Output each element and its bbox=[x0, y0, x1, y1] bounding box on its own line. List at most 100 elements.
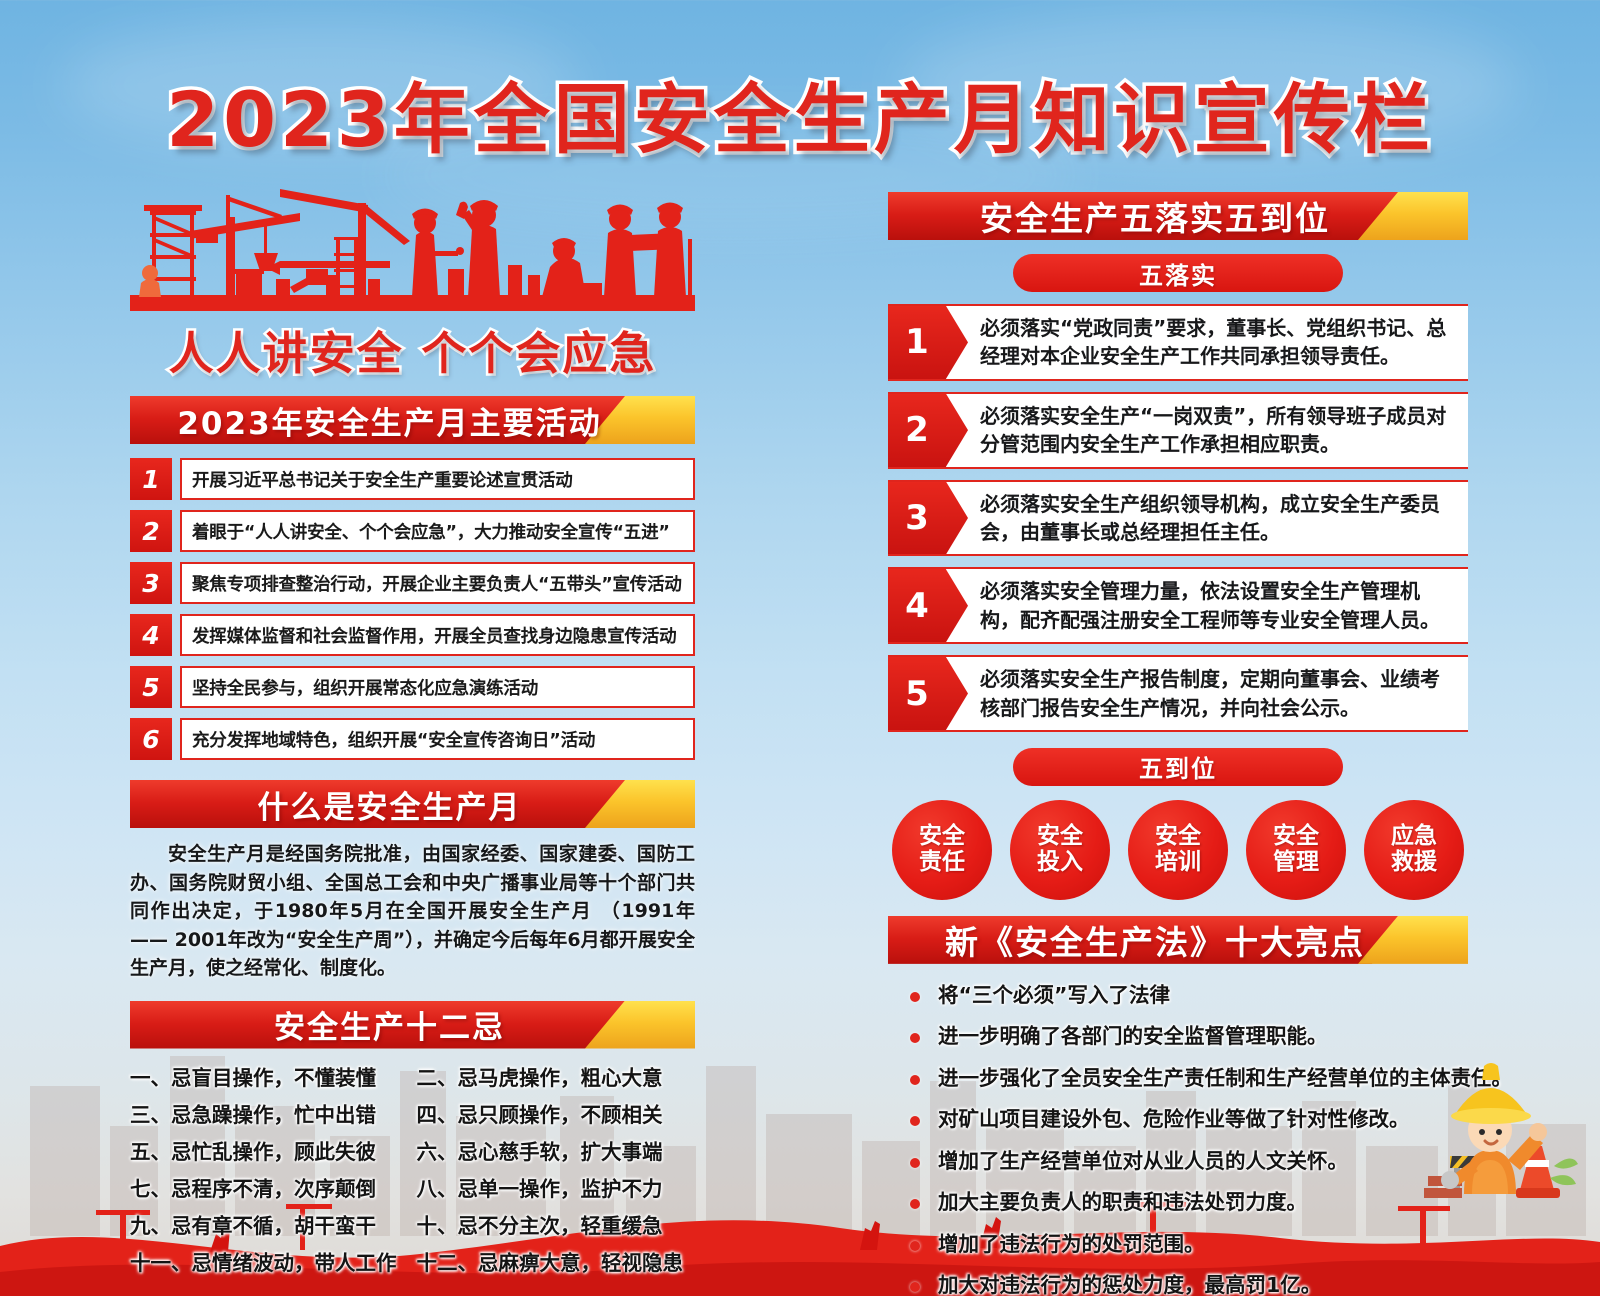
ribbon-body bbox=[130, 1001, 633, 1049]
circle-line-1: 安全 bbox=[1155, 823, 1201, 850]
five-inplace-circles: 安全 责任 安全 投入 安全 培训 安全 管理 应急 救援 bbox=[888, 799, 1468, 900]
circle-line-2: 救援 bbox=[1391, 848, 1437, 875]
item-text: 增加了生产经营单位对从业人员的人文关怀。 bbox=[938, 1148, 1348, 1173]
item-text: 必须落实安全生产报告制度，定期向董事会、业绩考核部门报告安全生产情况，并向社会公… bbox=[980, 667, 1440, 720]
bullet-dot-icon bbox=[910, 1074, 920, 1085]
circle-line-2: 管理 bbox=[1273, 848, 1319, 875]
circle-line-1: 安全 bbox=[919, 823, 965, 850]
subsection-pill-five-implement: 五落实 bbox=[1013, 254, 1343, 292]
list-item[interactable]: 5 必须落实安全生产报告制度，定期向董事会、业绩考核部门报告安全生产情况，并向社… bbox=[888, 655, 1468, 732]
item-number: 1 bbox=[888, 306, 946, 379]
item-text: 必须落实安全管理力量，依法设置安全生产管理机构，配齐配强注册安全工程师等专业安全… bbox=[980, 579, 1440, 632]
list-item: 二、忌马虎操作，粗心大意 bbox=[416, 1065, 663, 1090]
circle-badge[interactable]: 安全 管理 bbox=[1246, 799, 1346, 900]
item-text: 着眼于“人人讲安全、个个会应急”，大力推动安全宣传“五进” bbox=[180, 510, 695, 552]
item-number: 6 bbox=[130, 718, 172, 760]
bullet-dot-icon bbox=[910, 1240, 920, 1251]
list-item[interactable]: 1 开展习近平总书记关于安全生产重要论述宣贯活动 bbox=[130, 458, 695, 500]
section-header-taboos: 安全生产十二忌 bbox=[130, 1000, 695, 1049]
list-item: 加大对违法行为的惩处力度，最高罚1亿。 bbox=[910, 1268, 1468, 1296]
bullet-dot-icon bbox=[910, 1282, 920, 1293]
list-item[interactable]: 2 必须落实安全生产“一岗双责”，所有领导班子成员对分管范围内安全生产工作承担相… bbox=[888, 391, 1468, 469]
worker-mascot-icon bbox=[1424, 1063, 1578, 1198]
item-text: 对矿山项目建设外包、危险作业等做了针对性修改。 bbox=[938, 1107, 1410, 1132]
circle-badge[interactable]: 安全 培训 bbox=[1128, 799, 1228, 900]
circle-line-1: 安全 bbox=[1273, 823, 1319, 850]
list-item: 四、忌只顾操作，不顾相关 bbox=[416, 1102, 663, 1127]
list-item: 九、忌有章不循，胡干蛮干 bbox=[130, 1213, 376, 1238]
section-header-five-and-five-label: 安全生产五落实五到位 bbox=[980, 199, 1330, 238]
section-header-taboos-label: 安全生产十二忌 bbox=[274, 1010, 505, 1046]
list-item[interactable]: 4 发挥媒体监督和社会监督作用，开展全员查找身边隐患宣传活动 bbox=[130, 614, 695, 656]
list-item: 七、忌程序不清，次序颠倒 bbox=[130, 1176, 376, 1201]
section-header-highlights: 新《安全生产法》十大亮点 bbox=[888, 915, 1468, 964]
item-text: 必须落实“党政同责”要求，董事长、党组织书记、总经理对本企业安全生产工作共同承担… bbox=[980, 316, 1447, 369]
item-text: 聚焦专项排查整治行动，开展企业主要负责人“五带头”宣传活动 bbox=[180, 562, 695, 604]
section-header-activities: 2023年安全生产月主要活动 bbox=[130, 396, 695, 444]
list-item: 八、忌单一操作，监护不力 bbox=[416, 1176, 663, 1201]
background-cloud-1 bbox=[60, 20, 580, 150]
item-text: 进一步明确了各部门的安全监督管理职能。 bbox=[938, 1024, 1328, 1049]
circle-badge[interactable]: 应急 救援 bbox=[1364, 799, 1464, 900]
ribbon-body bbox=[888, 916, 1406, 964]
taboos-grid: 一、忌盲目操作，不懂装懂 二、忌马虎操作，粗心大意 三、忌急躁操作，忙中出错 四… bbox=[130, 1061, 695, 1276]
bullet-dot-icon bbox=[910, 1199, 920, 1210]
list-item: 十、忌不分主次，轻重缓急 bbox=[416, 1213, 663, 1238]
list-item[interactable]: 3 必须落实安全生产组织领导机构，成立安全生产委员会，由董事长或总经理担任主任。 bbox=[888, 479, 1468, 557]
item-text: 充分发挥地域特色，组织开展“安全宣传咨询日”活动 bbox=[180, 718, 695, 760]
five-implement-list: 1 必须落实“党政同责”要求，董事长、党组织书记、总经理对本企业安全生产工作共同… bbox=[888, 304, 1468, 732]
item-number: 5 bbox=[130, 666, 172, 708]
construction-silhouette-icon bbox=[130, 189, 695, 311]
item-text: 将“三个必须”写入了法律 bbox=[938, 982, 1170, 1007]
circle-badge[interactable]: 安全 责任 bbox=[892, 799, 992, 900]
circle-line-2: 投入 bbox=[1037, 848, 1083, 875]
list-item: 十一、忌情绪波动，带人工作 bbox=[130, 1250, 397, 1275]
left-column: 人人讲安全 个个会应急 2023年安全生产月主要活动 1 开展习近平总书记关于安… bbox=[130, 175, 695, 1276]
main-slogan: 人人讲安全 个个会应急 bbox=[166, 325, 657, 383]
what-is-paragraph: 安全生产月是经国务院批准，由国家经委、国家建委、国防工办、国务院财贸小组、全国总… bbox=[130, 843, 695, 979]
ribbon-body bbox=[130, 396, 633, 444]
section-header-what-is: 什么是安全生产月 bbox=[130, 780, 695, 828]
list-item[interactable]: 2 着眼于“人人讲安全、个个会应急”，大力推动安全宣传“五进” bbox=[130, 510, 695, 552]
item-number: 3 bbox=[888, 481, 946, 555]
list-item[interactable]: 1 必须落实“党政同责”要求，董事长、党组织书记、总经理对本企业安全生产工作共同… bbox=[888, 304, 1468, 381]
circle-badge[interactable]: 安全 投入 bbox=[1010, 799, 1110, 900]
list-item[interactable]: 3 聚焦专项排查整治行动，开展企业主要负责人“五带头”宣传活动 bbox=[130, 562, 695, 604]
item-text: 进一步强化了全员安全生产责任制和生产经营单位的主体责任。 bbox=[938, 1065, 1512, 1090]
list-item: 对矿山项目建设外包、危险作业等做了针对性修改。 bbox=[910, 1102, 1468, 1132]
circle-line-1: 应急 bbox=[1391, 823, 1437, 850]
item-text: 增加了违法行为的处罚范围。 bbox=[938, 1231, 1205, 1256]
circle-line-2: 责任 bbox=[919, 848, 965, 875]
item-number: 1 bbox=[130, 458, 172, 500]
list-item[interactable]: 6 充分发挥地域特色，组织开展“安全宣传咨询日”活动 bbox=[130, 718, 695, 760]
background-red-construction-band bbox=[0, 1202, 1600, 1296]
list-item: 一、忌盲目操作，不懂装懂 bbox=[130, 1065, 376, 1090]
item-text: 必须落实安全生产“一岗双责”，所有领导班子成员对分管范围内安全生产工作承担相应职… bbox=[980, 403, 1447, 457]
bullet-dot-icon bbox=[910, 1116, 920, 1127]
list-item: 三、忌急躁操作，忙中出错 bbox=[130, 1102, 376, 1127]
item-number: 4 bbox=[130, 614, 172, 656]
section-header-five-and-five: 安全生产五落实五到位 bbox=[888, 192, 1468, 240]
item-text: 加大对违法行为的惩处力度，最高罚1亿。 bbox=[938, 1273, 1322, 1296]
list-item: 进一步强化了全员安全生产责任制和生产经营单位的主体责任。 bbox=[910, 1061, 1512, 1091]
circle-line-2: 培训 bbox=[1155, 848, 1201, 875]
item-number: 2 bbox=[888, 393, 946, 467]
item-text: 发挥媒体监督和社会监督作用，开展全员查找身边隐患宣传活动 bbox=[180, 614, 695, 656]
list-item: 加大主要负责人的职责和违法处罚力度。 bbox=[910, 1185, 1468, 1215]
ribbon-body bbox=[130, 780, 633, 828]
highlights-list: 将“三个必须”写入了法律 进一步明确了各部门的安全监督管理职能。 进一步强化了全… bbox=[888, 978, 1512, 1296]
list-item[interactable]: 4 必须落实安全管理力量，依法设置安全生产管理机构，配齐配强注册安全工程师等专业… bbox=[888, 567, 1468, 645]
background-city-skyline bbox=[30, 1056, 1586, 1236]
ribbon-body bbox=[888, 192, 1406, 240]
subsection-pill-five-inplace: 五到位 bbox=[1013, 747, 1343, 786]
section-header-what-is-label: 什么是安全生产月 bbox=[257, 789, 522, 826]
list-item: 增加了生产经营单位对从业人员的人文关怀。 bbox=[910, 1144, 1468, 1174]
right-column: 安全生产五落实五到位 五落实 1 必须落实“党政同责”要求，董事长、党组织书记、… bbox=[888, 192, 1512, 1296]
item-text: 开展习近平总书记关于安全生产重要论述宣贯活动 bbox=[180, 458, 695, 500]
bullet-dot-icon bbox=[910, 991, 920, 1002]
item-text: 必须落实安全生产组织领导机构，成立安全生产委员会，由董事长或总经理担任主任。 bbox=[980, 491, 1440, 544]
activities-list: 1 开展习近平总书记关于安全生产重要论述宣贯活动 2 着眼于“人人讲安全、个个会… bbox=[130, 458, 695, 760]
item-number: 5 bbox=[888, 657, 946, 730]
list-item: 将“三个必须”写入了法律 bbox=[910, 978, 1468, 1008]
list-item[interactable]: 5 坚持全民参与，组织开展常态化应急演练活动 bbox=[130, 666, 695, 708]
